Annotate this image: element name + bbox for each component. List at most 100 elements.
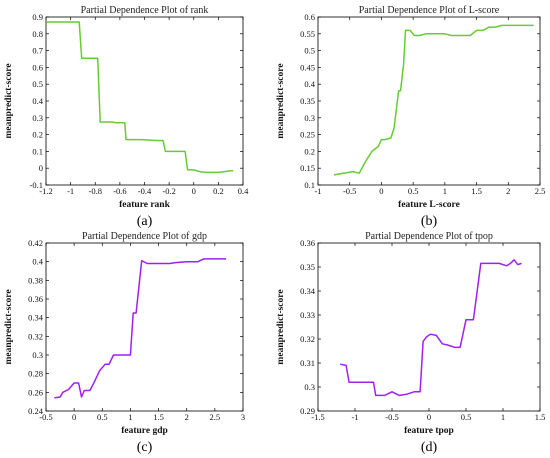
- y-tick-label: 0.3: [304, 382, 315, 392]
- x-tick-label: 0.5: [97, 412, 108, 422]
- x-tick-label: 2.5: [535, 186, 546, 196]
- y-tick-label: 0.36: [28, 294, 43, 304]
- x-tick-label: -1.5: [311, 412, 324, 422]
- panel-label: (d): [421, 440, 438, 455]
- y-tick-label: 0.32: [28, 331, 43, 341]
- x-tick-label: 2.5: [210, 412, 221, 422]
- chart-panel-c: Partial Dependence Plot of gdp -0.5 0 0.5 1 1…: [4, 231, 245, 455]
- y-tick-label: 0.8: [32, 29, 43, 39]
- y-axis-label: meanpredict-score: [276, 289, 286, 364]
- x-tick-label: -1.2: [39, 186, 52, 196]
- x-axis-label: feature gdp: [121, 426, 168, 436]
- panel-label: (a): [137, 214, 153, 229]
- x-tick-label: 1.5: [471, 186, 482, 196]
- y-tick-label: -0.1: [30, 180, 43, 190]
- x-tick-label: 0: [72, 412, 76, 422]
- y-tick-label: 0.9: [32, 12, 43, 22]
- series-line: [54, 258, 227, 399]
- chart-panel-d: Partial Dependence Plot of tpop -1.5 -1 -0.…: [276, 231, 545, 455]
- x-tick-label: 0: [379, 186, 383, 196]
- chart-title: Partial Dependence Plot of rank: [81, 5, 209, 16]
- x-tick-label: 0: [427, 412, 431, 422]
- y-tick-label: 0.6: [32, 62, 43, 72]
- series-line: [333, 24, 534, 176]
- y-tick-label: 0.35: [300, 96, 315, 106]
- y-tick-label: 0.6: [304, 12, 315, 22]
- plot-frame: [317, 242, 541, 412]
- y-tick-label: 0.33: [300, 310, 315, 320]
- y-tick-label: 0.55: [300, 29, 315, 39]
- y-tick-label: 0.24: [28, 406, 44, 416]
- y-axis-label: meanpredict-score: [4, 289, 14, 364]
- y-tick-label: 0.38: [28, 275, 43, 285]
- y-tick-label: 0: [39, 163, 43, 173]
- y-tick-label: 0.1: [32, 146, 43, 156]
- x-tick-label: 2: [185, 412, 189, 422]
- y-tick-label: 0.35: [300, 262, 315, 272]
- y-tick-label: 0.4: [32, 96, 43, 106]
- x-tick-label: -1: [351, 412, 358, 422]
- y-tick-label: 0.34: [300, 286, 316, 296]
- y-tick-label: 0.5: [304, 46, 315, 56]
- x-axis-label: feature tpop: [404, 426, 454, 436]
- x-axis-label: feature rank: [119, 200, 170, 210]
- x-tick-label: 1.5: [535, 412, 546, 422]
- x-tick-label: 3: [241, 412, 245, 422]
- y-tick-label: 0.31: [300, 358, 315, 368]
- panel-label: (c): [137, 440, 153, 455]
- x-tick-label: -0.5: [385, 412, 398, 422]
- y-tick-label: 0.34: [28, 313, 44, 323]
- y-tick-label: 0.3: [304, 113, 315, 123]
- y-tick-label: 0.3: [32, 113, 43, 123]
- y-axis-label: meanpredict-score: [276, 63, 286, 138]
- y-tick-label: 0.28: [28, 369, 43, 379]
- x-tick-label: 1: [501, 412, 505, 422]
- x-tick-label: -0.6: [113, 186, 126, 196]
- x-tick-label: 2: [506, 186, 510, 196]
- x-tick-label: -0.2: [162, 186, 175, 196]
- x-tick-label: 1.5: [153, 412, 164, 422]
- chart-title: Partial Dependence Plot of L-score: [359, 5, 500, 16]
- x-tick-label: 0.5: [461, 412, 472, 422]
- x-tick-label: 0: [192, 186, 196, 196]
- y-tick-label: 0.29: [300, 406, 315, 416]
- plot-frame: [45, 16, 244, 186]
- y-tick-label: 0.45: [300, 62, 315, 72]
- y-tick-label: 0.1: [304, 180, 315, 190]
- chart-title: Partial Dependence Plot of tpop: [365, 231, 493, 242]
- y-tick-label: 0.42: [28, 238, 43, 248]
- x-tick-label: 1: [443, 186, 447, 196]
- x-tick-label: -0.8: [89, 186, 102, 196]
- y-tick-label: 0.25: [300, 130, 315, 140]
- x-tick-label: 0.4: [238, 186, 249, 196]
- x-tick-label: -1: [67, 186, 74, 196]
- y-tick-label: 0.32: [300, 334, 315, 344]
- y-tick-label: 0.2: [32, 130, 43, 140]
- x-axis-label: feature L-score: [398, 200, 460, 210]
- x-tick-label: -0.4: [138, 186, 152, 196]
- plot-frame: [45, 242, 244, 412]
- y-tick-label: 0.36: [300, 238, 315, 248]
- x-tick-label: -1: [314, 186, 321, 196]
- series-line: [340, 259, 522, 397]
- x-tick-label: 0.2: [213, 186, 224, 196]
- y-tick-label: 0.26: [28, 387, 43, 397]
- x-tick-label: 1: [128, 412, 132, 422]
- y-tick-label: 0.5: [32, 79, 43, 89]
- chart-title: Partial Dependence Plot of gdp: [82, 231, 207, 242]
- x-tick-label: -0.5: [343, 186, 356, 196]
- series-line: [46, 21, 234, 174]
- x-tick-label: 0.5: [408, 186, 419, 196]
- chart-panel-a: Partial Dependence Plot of rank -1.2 -1 -0.…: [4, 5, 249, 229]
- panel-label: (b): [421, 214, 438, 229]
- y-axis-label: meanpredict-score: [4, 63, 14, 138]
- y-tick-label: 0.4: [304, 79, 315, 89]
- y-tick-label: 0.7: [32, 46, 43, 56]
- chart-panel-b: Partial Dependence Plot of L-score -1 -0.5…: [276, 5, 545, 229]
- x-tick-label: -0.5: [39, 412, 52, 422]
- y-tick-label: 0.3: [32, 350, 43, 360]
- y-tick-label: 0.2: [304, 146, 315, 156]
- y-tick-label: 0.15: [300, 163, 315, 173]
